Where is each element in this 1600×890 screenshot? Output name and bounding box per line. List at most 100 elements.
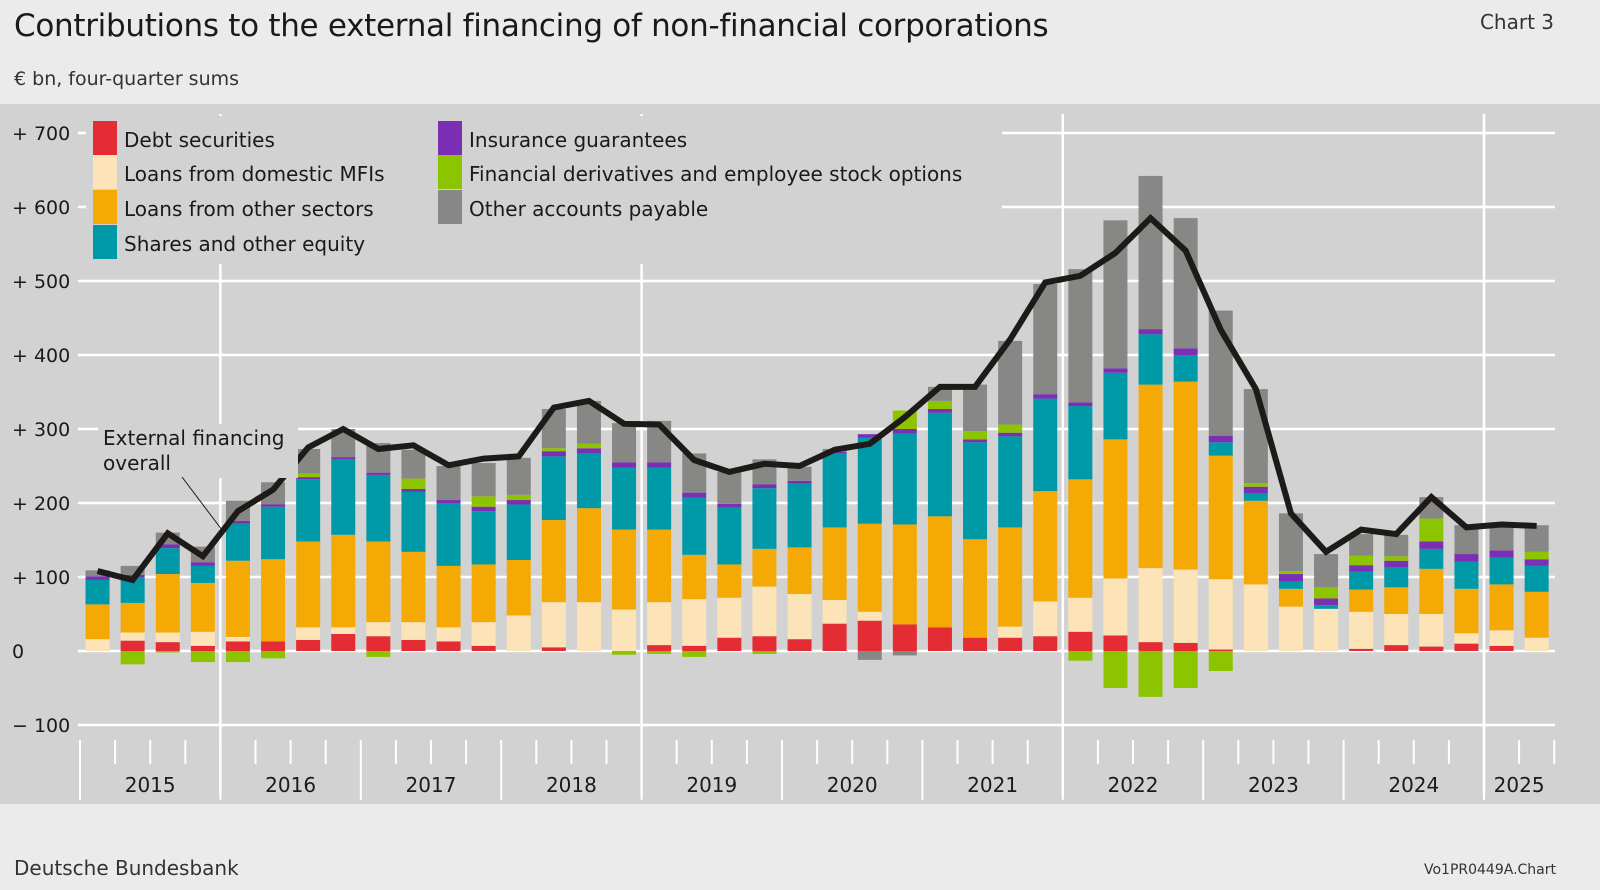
bar-segment xyxy=(1068,597,1093,632)
bar-segment xyxy=(366,472,391,475)
bar-segment xyxy=(190,645,215,651)
x-year-label: 2023 xyxy=(1248,773,1299,797)
total-line xyxy=(96,213,1537,584)
bar-segment xyxy=(225,651,250,663)
bar-segment xyxy=(717,637,742,651)
bar-segment xyxy=(1349,648,1374,651)
bar-segment xyxy=(857,651,882,660)
bar-segment xyxy=(1489,550,1514,558)
bar-segment xyxy=(471,463,496,497)
bar-segment xyxy=(1138,329,1163,335)
chart-panel: − 100 0 + 100 + 200 + 300 + 400 + 500 + 600 + 70… xyxy=(0,104,1600,804)
x-year-label: 2021 xyxy=(967,773,1018,797)
bar-segment xyxy=(155,651,180,653)
bar-segment xyxy=(1208,651,1233,671)
bar-segment xyxy=(1278,571,1303,575)
bar-segment xyxy=(436,500,461,504)
bar-segment xyxy=(682,599,707,646)
bar-segment xyxy=(1314,605,1339,609)
bar-segment xyxy=(366,636,391,651)
bar-segment xyxy=(1349,589,1374,612)
bar-segment xyxy=(155,574,180,633)
bar-segment xyxy=(190,562,215,566)
bar-segment xyxy=(296,541,321,628)
bar-segment xyxy=(682,492,707,498)
legend-label: Financial derivatives and employee stock… xyxy=(469,162,962,186)
bar-segment xyxy=(471,496,496,507)
bar-segment xyxy=(717,471,742,504)
bar-segment xyxy=(1349,555,1374,566)
bar-segment xyxy=(85,639,110,651)
bar-segment xyxy=(331,459,356,535)
bar-segment xyxy=(1384,560,1409,568)
bar-segment xyxy=(787,594,812,640)
bar-segment xyxy=(963,442,988,540)
bar-segment xyxy=(576,443,601,449)
bar-segment xyxy=(541,451,566,457)
bar-segment xyxy=(1243,486,1268,494)
bar-segment xyxy=(1384,534,1409,557)
x-year-label: 2020 xyxy=(827,773,878,797)
chart-number: Chart 3 xyxy=(1479,10,1554,34)
bar-segment xyxy=(1138,568,1163,643)
legend-label: Loans from domestic MFIs xyxy=(124,162,385,186)
bar-segment xyxy=(225,636,250,642)
bar-segment xyxy=(612,529,637,610)
bar-segment xyxy=(1489,524,1514,551)
bar-segment xyxy=(1243,493,1268,501)
y-tick-label: + 500 xyxy=(12,271,70,293)
bar-segment xyxy=(892,624,917,651)
bar-segment xyxy=(296,639,321,651)
bar-segment xyxy=(155,544,180,549)
bar-segment xyxy=(401,478,426,489)
chart-subtitle: € bn, four-quarter sums xyxy=(14,68,240,90)
bar-segment xyxy=(787,547,812,595)
bar-segment xyxy=(822,599,847,624)
bar-segment xyxy=(998,424,1023,433)
bar-segment xyxy=(717,507,742,565)
bar-segment xyxy=(1278,606,1303,651)
bar-segment xyxy=(506,504,531,560)
bar-segment xyxy=(927,516,952,628)
bar-segment xyxy=(120,632,145,641)
bar-segment xyxy=(647,602,672,646)
bar-segment xyxy=(1033,283,1058,395)
bar-segment xyxy=(682,554,707,600)
bar-segment xyxy=(857,611,882,621)
bar-segment xyxy=(963,384,988,432)
bar-segment xyxy=(1173,348,1198,355)
bar-segment xyxy=(612,651,637,655)
bar-segment xyxy=(752,636,777,651)
x-year-label: 2024 xyxy=(1388,773,1439,797)
bar-segment xyxy=(1173,569,1198,643)
bar-segment xyxy=(682,651,707,657)
bar-segment xyxy=(998,626,1023,638)
bar-segment xyxy=(1419,518,1444,542)
bar-segment xyxy=(401,491,426,552)
bar-segment xyxy=(331,457,356,460)
bar-segment xyxy=(225,523,250,561)
bar-segment xyxy=(1208,579,1233,650)
y-tick-label: + 400 xyxy=(12,345,70,367)
bar-segment xyxy=(787,483,812,548)
x-year-label: 2019 xyxy=(686,773,737,797)
y-tick-label: 0 xyxy=(12,641,24,663)
bar-segment xyxy=(927,627,952,651)
bar-segment xyxy=(506,500,531,505)
bar-segment xyxy=(120,651,145,665)
bar-segment xyxy=(1278,581,1303,589)
bar-segment xyxy=(717,503,742,508)
bar-segment xyxy=(1173,218,1198,349)
bar-segment xyxy=(1349,571,1374,590)
bar-segment xyxy=(506,615,531,651)
bar-segment xyxy=(752,651,777,654)
bar-segment xyxy=(1173,355,1198,382)
bar-segment xyxy=(787,639,812,651)
bar-segment xyxy=(1524,637,1549,651)
bar-segment xyxy=(1103,368,1128,373)
bar-segment xyxy=(1314,554,1339,588)
bar-segment xyxy=(892,433,917,525)
y-tick-label: + 300 xyxy=(12,419,70,441)
bar-segment xyxy=(225,520,250,524)
bar-segment xyxy=(822,453,847,528)
